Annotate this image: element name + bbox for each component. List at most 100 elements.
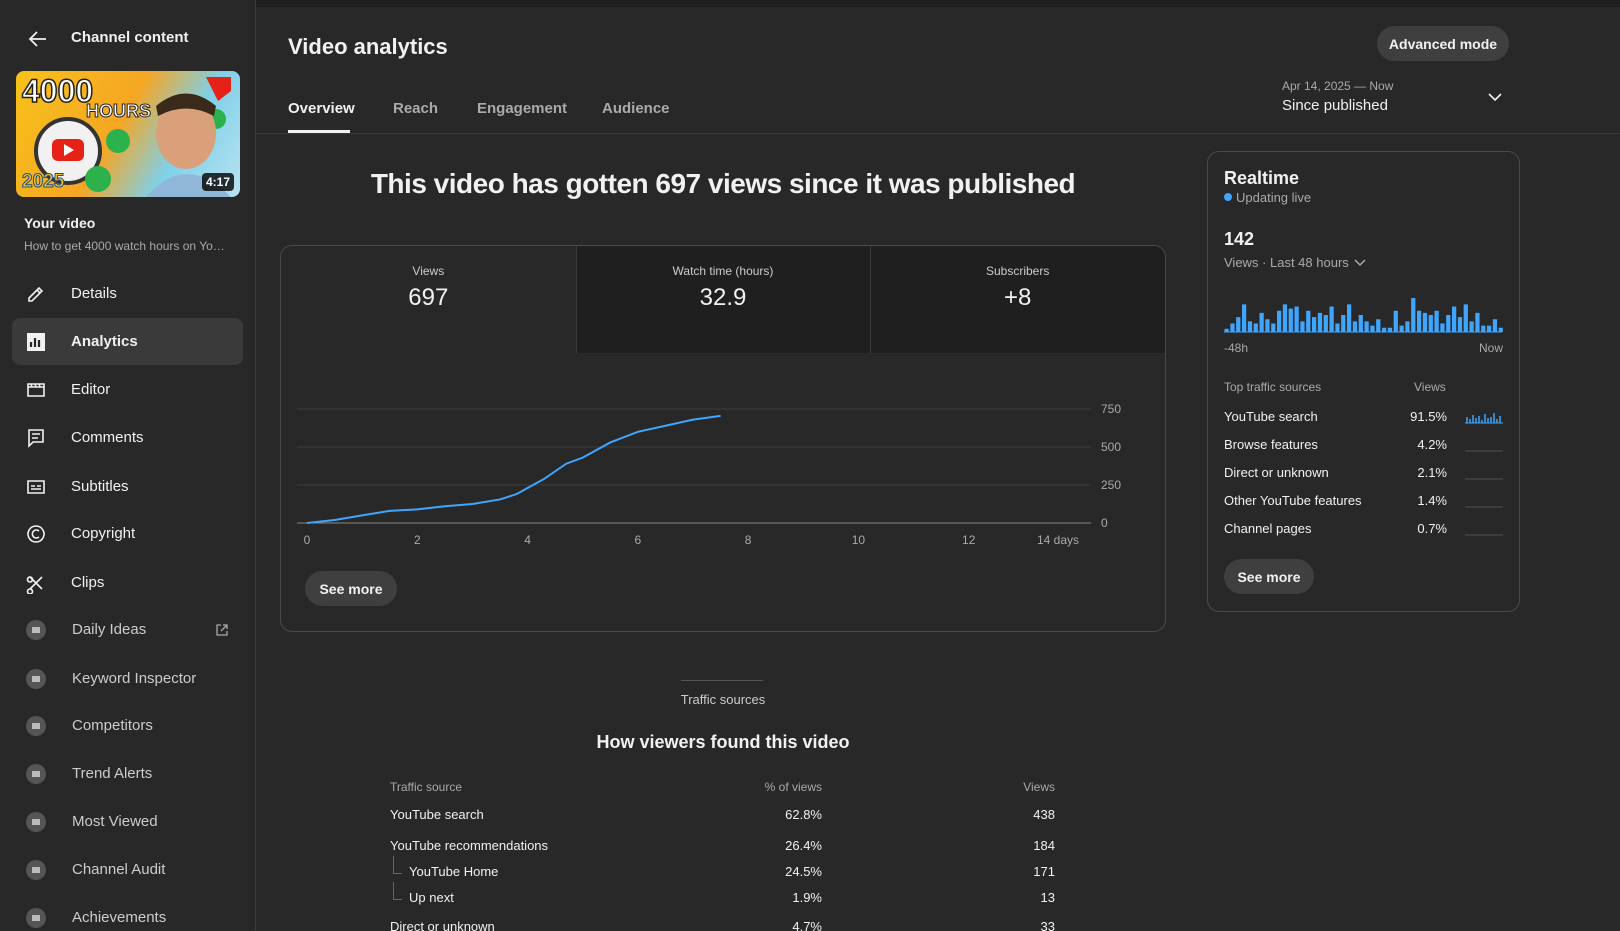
realtime-bar [1434, 310, 1439, 332]
back-title: Channel content [71, 29, 189, 46]
see-more-button[interactable]: See more [305, 571, 397, 606]
source-share: 1.4% [1417, 493, 1447, 508]
realtime-bar [1422, 312, 1428, 332]
nav-label[interactable]: Competitors [72, 717, 153, 734]
metric-cell[interactable] [281, 246, 576, 353]
row-percent: 4.7% [792, 919, 822, 931]
date-label[interactable]: Since published [1282, 97, 1388, 114]
x-tick-label: 6 [635, 533, 642, 547]
live-dot [1224, 193, 1232, 201]
nav-icon [26, 620, 46, 640]
metric-label: Subscribers [985, 264, 1050, 278]
date-range[interactable]: Apr 14, 2025 — Now [1282, 79, 1394, 93]
realtime-bar [1277, 310, 1282, 332]
nav-label[interactable]: Achievements [72, 909, 167, 926]
realtime-title: Realtime [1224, 168, 1300, 188]
nav-icon [26, 716, 46, 736]
row-source[interactable]: YouTube Home [409, 864, 499, 879]
realtime-bar [1230, 323, 1235, 332]
x-tick-label: 8 [745, 533, 752, 547]
nav-label[interactable]: Keyword Inspector [72, 670, 197, 687]
row-source[interactable]: YouTube recommendations [390, 838, 549, 853]
realtime-bar [1399, 325, 1404, 332]
external-glyph [216, 624, 228, 636]
top-strip [256, 0, 1620, 7]
metric-cell[interactable] [575, 246, 872, 353]
video-label: Your video [24, 215, 96, 231]
realtime-bar [1358, 315, 1363, 332]
thumbnail[interactable]: 4000 HOURS 2025 4:17 [16, 71, 240, 197]
realtime-bar [1282, 304, 1288, 332]
back-icon[interactable] [26, 28, 48, 50]
realtime-bar [1294, 306, 1299, 332]
nav-label[interactable]: Analytics [71, 333, 138, 350]
nav-label[interactable]: Subtitles [71, 478, 129, 495]
overview-card: Views 697 Watch time (hours) 32.9 Subscriber… [280, 245, 1166, 632]
metric-cell[interactable] [870, 246, 1165, 353]
tab[interactable]: Engagement [477, 100, 568, 117]
y-tick-label: 0 [1101, 516, 1108, 530]
realtime-see-more[interactable]: See more [1224, 559, 1314, 594]
nav-highlight [12, 318, 243, 365]
source-sparkline [1465, 506, 1503, 508]
row-source[interactable]: Up next [409, 890, 454, 905]
section-label: Traffic sources [680, 692, 766, 707]
column-header: % of views [764, 780, 822, 794]
row-source[interactable]: Direct or unknown [390, 919, 495, 931]
metric-value: 697 [408, 284, 449, 311]
nav-label[interactable]: Most Viewed [72, 813, 158, 830]
nav-label[interactable]: Clips [71, 574, 105, 591]
icon-glyph [26, 576, 43, 594]
realtime-bar [1405, 321, 1410, 332]
realtime-bar [1271, 323, 1276, 332]
nav-label[interactable]: Channel Audit [72, 861, 166, 878]
nav-icon [26, 860, 46, 880]
realtime-metric[interactable]: Views · Last 48 hours [1224, 255, 1349, 270]
row-source[interactable]: YouTube search [390, 807, 484, 822]
thumbnail-year: 2025 [21, 171, 65, 193]
external-icon[interactable] [215, 623, 229, 637]
metric-value: 32.9 [699, 284, 747, 311]
source-name: Other YouTube features [1224, 493, 1362, 508]
nav-label[interactable]: Trend Alerts [72, 765, 153, 782]
realtime-bar [1417, 310, 1422, 332]
realtime-bar [1341, 315, 1346, 332]
x-tick-label: 14 days [1037, 533, 1079, 547]
extension-glyph [32, 676, 40, 682]
realtime-bar [1329, 306, 1334, 332]
nav-label[interactable]: Editor [71, 381, 111, 398]
nav-label[interactable]: Comments [71, 429, 144, 446]
nav-label[interactable]: Copyright [71, 525, 136, 542]
date-chevron[interactable] [1487, 91, 1503, 103]
x-tick-label: 10 [852, 533, 866, 547]
icon-glyph [28, 429, 44, 448]
tab[interactable]: Audience [602, 100, 670, 117]
realtime-bar [1481, 325, 1486, 332]
divider [256, 133, 1620, 134]
tab[interactable]: Reach [393, 100, 439, 117]
realtime-bar [1317, 312, 1323, 332]
nav-label[interactable]: Details [71, 285, 117, 302]
advanced-mode-button[interactable]: Advanced mode [1377, 26, 1509, 61]
nav-icon [27, 525, 45, 543]
nav-icon [28, 286, 44, 302]
nav-label[interactable]: Daily Ideas [72, 621, 147, 638]
source-name: Channel pages [1224, 521, 1312, 536]
realtime-bar [1300, 321, 1305, 332]
realtime-count: 142 [1224, 229, 1255, 249]
source-sparkline [1465, 478, 1503, 480]
realtime-bar [1387, 327, 1393, 332]
tab[interactable]: Overview [288, 100, 355, 117]
nav-icon [26, 764, 46, 784]
nav-icon [27, 333, 45, 351]
y-tick-label: 250 [1101, 478, 1121, 492]
metric-chevron[interactable] [1353, 258, 1367, 268]
realtime-bar [1492, 319, 1498, 332]
sparkline-bars [1466, 413, 1501, 423]
realtime-bar [1347, 304, 1352, 332]
realtime-bar [1288, 308, 1293, 332]
icon-glyph [27, 480, 45, 494]
realtime-bar [1323, 315, 1328, 332]
source-name: Browse features [1224, 437, 1318, 452]
realtime-bars [1224, 298, 1503, 333]
